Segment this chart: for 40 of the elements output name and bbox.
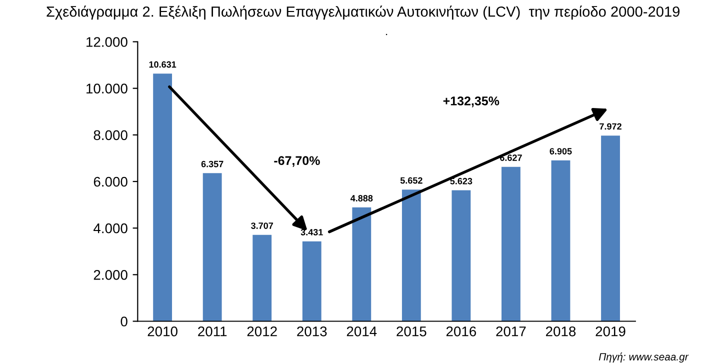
data-label: 7.972 [600,123,622,130]
x-tick-label: 2017 [496,326,526,336]
data-label: 3.707 [251,222,274,229]
bar [502,166,520,322]
y-tick-label: 0 [120,316,128,326]
bar [551,160,570,322]
bar [452,190,471,322]
bar [252,234,272,322]
chart-title: Σχεδιάγραμμα 2. Εξέλιξη Πωλήσεων Επαγγελματικών Αυτοκινήτων (LCV) την περίοδο 2000-2019 [46,6,680,20]
data-label: 3.431 [300,228,323,236]
data-label: 6.357 [201,160,224,168]
bar [352,207,372,322]
data-label: 10.631 [149,61,176,68]
x-tick-label: 2018 [546,326,576,336]
x-tick-label: 2019 [596,326,626,336]
y-tick-label: 4.000 [94,223,128,234]
x-tick-label: 2010 [148,326,178,336]
annotation: +132,35% [443,96,500,108]
y-tick-label: 6.000 [94,176,128,187]
y-tick-label: 10.000 [86,84,128,94]
bar [601,136,620,322]
y-tick-label: 12.000 [86,37,128,47]
text: Πηγή: www.seaa.gr [598,352,689,363]
x-tick-label: 2016 [446,326,476,336]
x-tick-label: 2014 [346,326,377,336]
bar [402,190,421,322]
x-tick-label: 2011 [198,326,227,336]
bar [202,173,222,322]
annotation: -67,70% [274,156,320,167]
x-tick-label: 2012 [247,326,277,336]
data-label: 5.652 [400,177,422,184]
bar [302,241,322,322]
y-tick-label: 2.000 [94,270,128,280]
data-label: 6.905 [550,148,572,154]
data-label: 4.888 [350,195,373,202]
x-tick-label: 2015 [396,326,426,336]
bar [153,74,172,322]
y-tick-label: 8.000 [94,130,128,140]
x-tick-label: 2013 [297,326,327,336]
data-label: 5.623 [450,178,472,184]
